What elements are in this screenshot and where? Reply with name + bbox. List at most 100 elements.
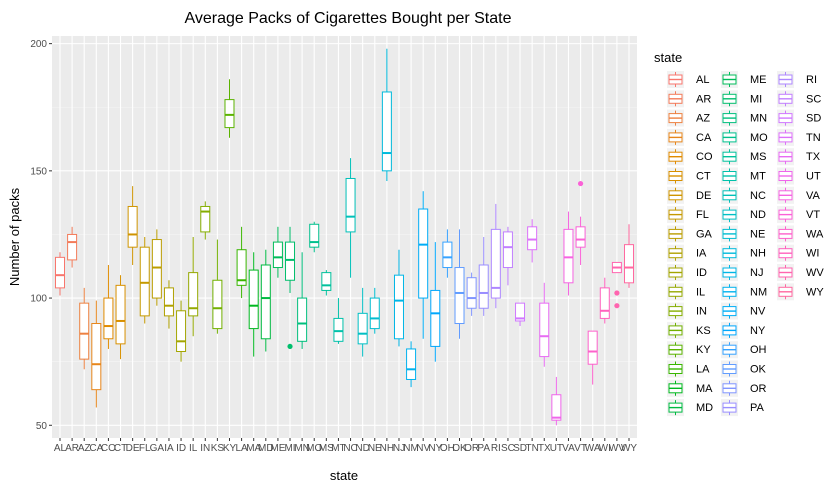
- legend-key-ID: ID: [667, 264, 707, 281]
- box-body: [624, 244, 634, 284]
- legend-label: CO: [696, 151, 713, 163]
- box-body: [430, 289, 441, 347]
- x-tick-label: TN: [525, 443, 538, 454]
- legend-label: ME: [750, 74, 767, 86]
- legend-label: CT: [696, 171, 711, 183]
- box-body: [442, 241, 453, 269]
- box-body: [309, 223, 320, 248]
- box-OR: [466, 272, 477, 316]
- box-CT: [115, 275, 126, 360]
- legend-key-MD: MD: [667, 399, 713, 417]
- box-AZ: [79, 287, 90, 370]
- legend-label: MS: [750, 151, 767, 163]
- box-body: [163, 287, 174, 317]
- box-body: [357, 312, 368, 345]
- box-KY: [224, 79, 235, 138]
- box-IL: [188, 237, 199, 337]
- x-tick-label: MT: [331, 443, 345, 454]
- legend-key-MO: MO: [721, 128, 768, 146]
- legend-label: PA: [750, 402, 765, 414]
- x-tick-label: MD: [258, 443, 274, 454]
- y-tick-label: 50: [36, 421, 48, 432]
- box-MT: [333, 298, 344, 344]
- legend-label: WA: [806, 228, 824, 240]
- box-body: [236, 249, 247, 286]
- y-tick-label: 200: [30, 39, 47, 50]
- legend-label: RI: [806, 74, 817, 86]
- legend-label: SD: [806, 113, 821, 125]
- x-tick-label: UT: [550, 443, 563, 454]
- legend-key-OR: OR: [721, 379, 767, 397]
- box-body: [67, 233, 78, 261]
- legend-label: TX: [806, 151, 821, 163]
- box-MO: [309, 221, 320, 253]
- x-tick-label: WV: [609, 443, 625, 454]
- legend-key-CO: CO: [667, 148, 713, 166]
- plot-panel: [52, 36, 637, 438]
- box-CO: [103, 264, 114, 349]
- legend-key-OK: OK: [721, 360, 767, 378]
- legend-key-MA: MA: [667, 379, 713, 397]
- legend-key-WA: WA: [777, 225, 824, 243]
- x-tick-label: KY: [223, 443, 237, 454]
- legend-key-MN: MN: [721, 109, 767, 127]
- box-body: [575, 226, 586, 248]
- legend-key-MS: MS: [721, 148, 767, 166]
- x-tick-label: LA: [235, 443, 248, 454]
- box-NM: [406, 341, 417, 388]
- legend-label: NM: [750, 286, 767, 298]
- legend-key-IL: IL: [667, 283, 705, 301]
- box-FL: [139, 237, 150, 324]
- x-tick-label: CA: [89, 443, 103, 454]
- legend-label: MD: [696, 402, 713, 414]
- legend-label: GA: [696, 228, 713, 240]
- box-body: [563, 228, 574, 284]
- x-tick-label: WA: [585, 443, 601, 454]
- legend-key-FL: FL: [667, 206, 709, 224]
- x-tick-label: WI: [599, 443, 611, 454]
- x-tick-label: AZ: [78, 443, 91, 454]
- outlier-point: [614, 290, 620, 296]
- box-SC: [502, 226, 513, 286]
- legend-label: DE: [696, 190, 711, 202]
- legend-title: state: [654, 50, 682, 65]
- box-NV: [418, 191, 429, 339]
- x-tick-label: RI: [491, 443, 501, 454]
- box-VA: [563, 211, 574, 296]
- box-IN: [200, 201, 211, 240]
- box-body: [369, 297, 380, 330]
- legend-key-IA: IA: [667, 244, 707, 262]
- x-tick-label: AL: [54, 443, 67, 454]
- legend-label: AR: [696, 93, 711, 105]
- box-body: [79, 302, 90, 360]
- box-body: [466, 277, 477, 309]
- x-tick-label: OH: [440, 443, 455, 454]
- x-tick-label: NV: [416, 443, 430, 454]
- box-body: [212, 279, 223, 330]
- box-body: [272, 241, 283, 269]
- legend-label: AL: [696, 74, 709, 86]
- legend-key-VT: VT: [777, 206, 820, 224]
- box-NC: [345, 158, 356, 278]
- legend-key-SC: SC: [777, 90, 821, 108]
- legend-label: WI: [806, 248, 819, 260]
- x-tick-label: VT: [574, 443, 587, 454]
- legend-label: MN: [750, 113, 767, 125]
- legend-label: MT: [750, 171, 766, 183]
- x-tick-label: NH: [380, 443, 394, 454]
- box-SD: [515, 302, 526, 327]
- x-tick-label: TX: [538, 443, 551, 454]
- box-body: [381, 91, 392, 172]
- box-ME: [272, 226, 283, 278]
- box-NH: [381, 48, 392, 182]
- legend-key-NJ: NJ: [721, 264, 763, 281]
- x-tick-label: DE: [126, 443, 140, 454]
- legend-key-IN: IN: [667, 302, 707, 320]
- x-tick-label: MO: [306, 443, 322, 454]
- box-body: [91, 323, 102, 391]
- boxes-layer: [55, 48, 634, 426]
- legend-key-KY: KY: [667, 341, 711, 359]
- box-WA: [587, 330, 598, 385]
- box-body: [176, 310, 187, 352]
